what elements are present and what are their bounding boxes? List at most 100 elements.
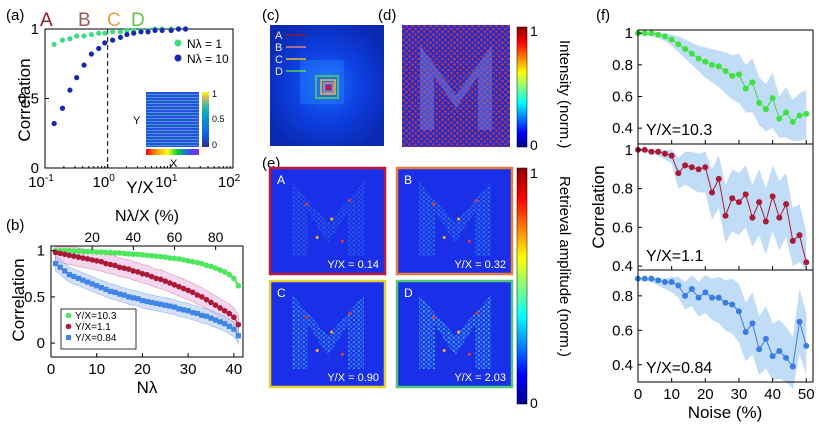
point-b-yx1.1	[212, 302, 219, 309]
point-f-1	[749, 214, 756, 221]
point-a-n10	[124, 31, 130, 38]
point-b-yx0.84	[203, 313, 210, 319]
top-tick-label-b: 80	[208, 229, 224, 245]
point-b-yx10.3	[89, 248, 95, 255]
point-a-n10	[110, 37, 116, 43]
point-b-yx10.3	[185, 258, 191, 264]
bright-spot	[348, 199, 352, 202]
point-b-yx0.84	[80, 277, 86, 283]
point-b-yx10.3	[226, 271, 233, 278]
bright-spot	[304, 202, 308, 206]
point-f-2	[742, 329, 749, 336]
roi-A	[326, 85, 331, 90]
intensity-tick-1: 1	[530, 23, 538, 39]
retrieved-m-D	[419, 295, 491, 369]
point-b-yx1.1	[208, 299, 214, 306]
point-b-yx0.84	[107, 288, 114, 294]
x-tick-label-f: 40	[764, 386, 781, 403]
retrieval-tick-1: 1	[530, 165, 538, 181]
point-b-yx0.84	[185, 308, 191, 314]
point-f-1	[796, 232, 803, 239]
top-axis-label-b: Nλ/X (%)	[115, 208, 179, 225]
y-tick-label-f: 0.6	[612, 89, 633, 106]
y-tick-label-f: 0.4	[612, 357, 633, 374]
point-b-yx1.1	[235, 321, 242, 328]
point-b-yx10.3	[153, 253, 159, 259]
point-b-yx1.1	[157, 276, 164, 283]
letter-C: C	[107, 10, 121, 31]
point-f-2	[668, 279, 675, 286]
axes-frame-f	[637, 269, 814, 383]
y-tick-label-f: 0.8	[612, 57, 633, 74]
point-f-0	[769, 95, 776, 102]
point-b-yx1.1	[189, 289, 196, 296]
roi-legend-letter: D	[275, 66, 283, 78]
point-a-n1	[59, 37, 66, 43]
point-b-yx0.84	[75, 275, 82, 281]
bright-spot	[431, 202, 435, 206]
point-f-0	[661, 33, 668, 40]
point-f-0	[796, 112, 803, 119]
point-b-yx1.1	[144, 271, 150, 278]
point-b-yx1.1	[61, 251, 68, 258]
y-tick-label-f: 1	[625, 25, 633, 42]
x-tick-label-f: 30	[731, 386, 748, 403]
y-tick-label-b: 0.5	[24, 289, 45, 306]
y-tick-label-b: 1	[37, 243, 45, 260]
point-b-yx1.1	[148, 273, 155, 280]
x-tick-label-b: 40	[226, 361, 243, 378]
point-b-yx1.1	[135, 269, 141, 275]
point-b-yx0.84	[235, 333, 242, 339]
speckle-image	[270, 25, 384, 146]
x-tick-label-a: 101	[155, 173, 178, 191]
retrieval-frame-D	[395, 279, 514, 389]
point-f-0	[702, 58, 709, 65]
point-b-yx0.84	[226, 323, 232, 330]
y-tick-label-f: 1	[625, 142, 633, 159]
point-f-0	[762, 106, 769, 113]
point-b-yx10.3	[189, 258, 196, 265]
point-a-n10	[117, 34, 124, 40]
point-f-0	[675, 41, 682, 48]
point-a-n1	[88, 31, 94, 38]
point-b-yx10.3	[112, 250, 118, 256]
point-b-yx0.84	[94, 283, 100, 289]
point-f-0	[648, 30, 655, 37]
point-f-1	[735, 199, 742, 206]
y-tick-label-a: 0	[31, 160, 39, 177]
point-f-0	[749, 79, 756, 86]
point-b-yx10.3	[235, 282, 242, 289]
point-f-1	[722, 212, 729, 219]
point-a-n10	[67, 87, 73, 93]
y-tick-label-f: 0.6	[612, 322, 633, 339]
axes-frame-b	[50, 245, 244, 358]
y-tick-label-a: 1	[31, 21, 39, 38]
subplot-label-f: Y/X=10.3	[646, 122, 712, 139]
point-b-yx1.1	[180, 285, 187, 292]
point-b-yx1.1	[98, 258, 105, 265]
point-b-yx10.3	[66, 247, 73, 254]
point-f-2	[803, 342, 810, 349]
point-a-n1	[110, 29, 116, 35]
x-tick-label-f: 0	[634, 386, 642, 403]
legend-marker-a	[174, 39, 182, 47]
point-a-n10	[175, 26, 182, 32]
point-b-yx1.1	[107, 261, 114, 268]
point-b-yx0.84	[144, 298, 150, 305]
point-b-yx1.1	[71, 253, 77, 259]
y-tick-label-f: 0.4	[612, 258, 633, 275]
point-f-0	[668, 36, 675, 43]
point-f-2	[783, 354, 790, 361]
intensity-tick-0: 0	[530, 137, 538, 153]
point-b-yx1.1	[125, 266, 132, 272]
retrieval-letter-A: A	[277, 173, 285, 187]
point-b-yx1.1	[226, 310, 233, 317]
pattern-image	[402, 25, 510, 147]
point-f-1	[641, 146, 648, 153]
point-b-yx0.84	[194, 310, 200, 317]
point-f-1	[661, 150, 668, 157]
chart-f: 0.4 0.6 0.8 1 Y/X=10.3 0.4 0.6 0.8 1 Y/X=1.1 0.4 0.…	[589, 25, 815, 422]
point-b-yx1.1	[112, 262, 118, 269]
point-a-n1	[67, 36, 73, 42]
x-tick-label-b: 10	[88, 361, 105, 378]
